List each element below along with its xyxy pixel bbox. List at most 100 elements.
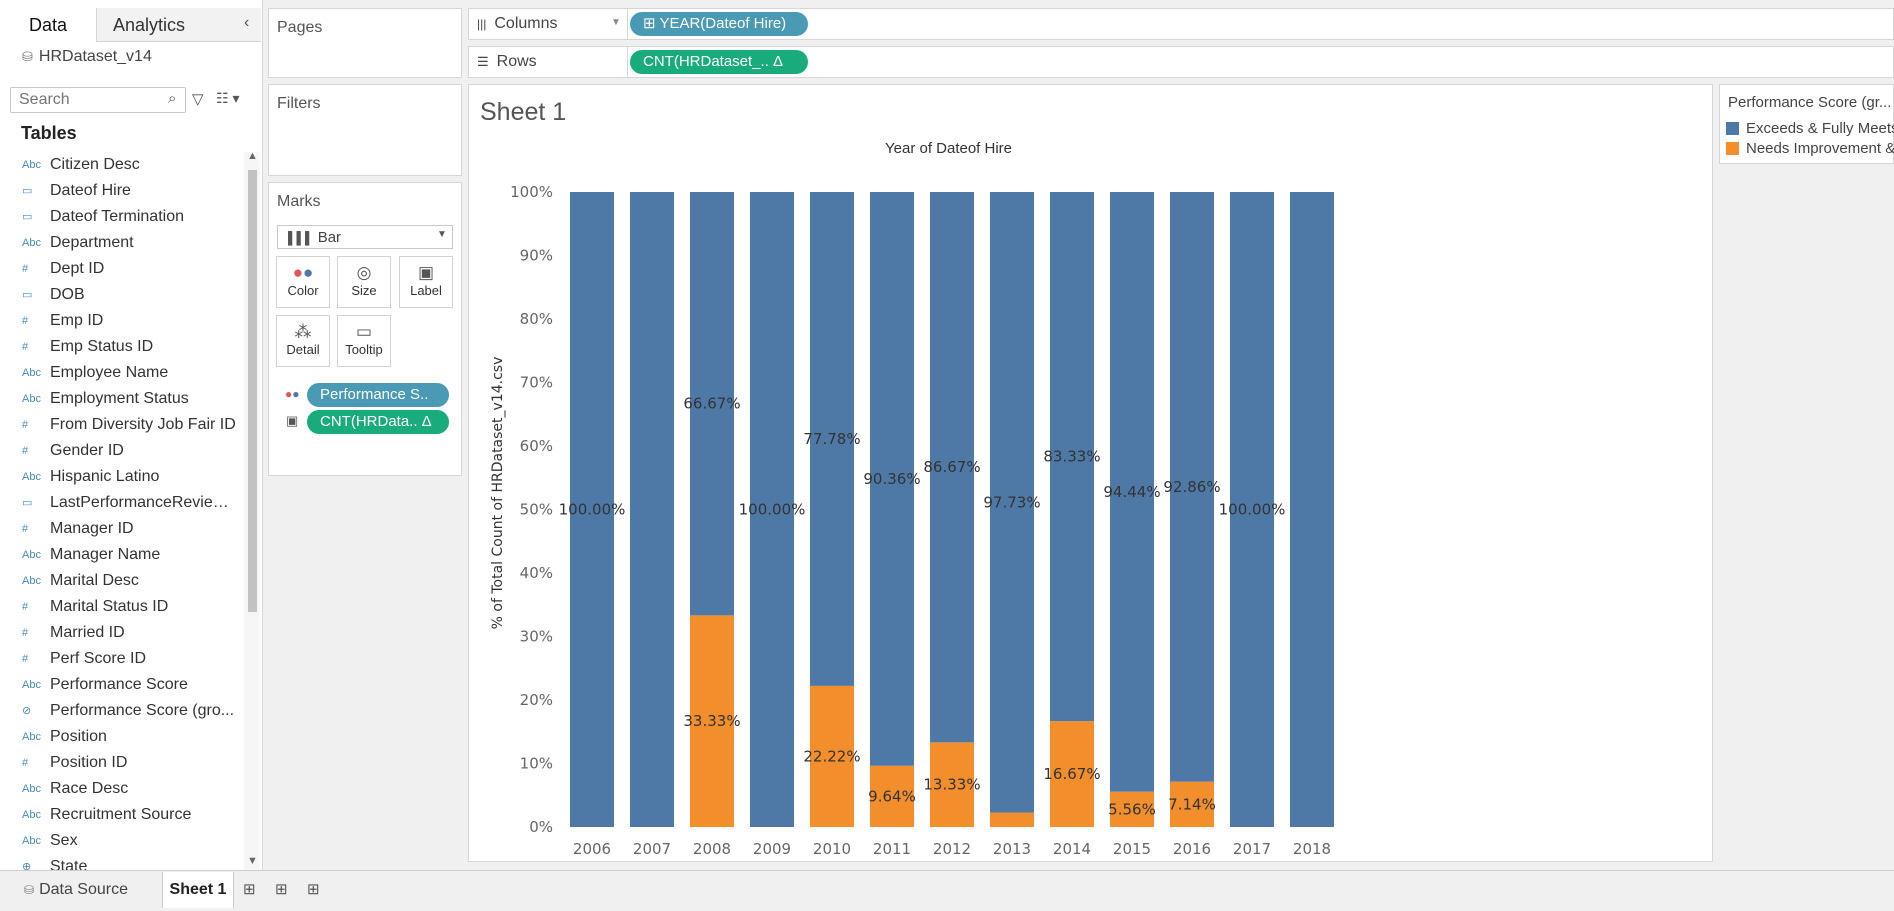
filter-icon[interactable]: ▽ [192,91,204,108]
label-mark-button[interactable]: ▣ Label [399,256,453,308]
field-item[interactable]: ▭ LastPerformanceReview ... [0,490,245,516]
field-item[interactable]: Abc Hispanic Latino [0,464,245,490]
scroll-up-icon[interactable]: ▲ [247,150,258,162]
size-mark-button[interactable]: ◎ Size [337,256,391,308]
filters-card[interactable]: Filters [268,84,462,176]
bar-segment[interactable] [870,192,914,766]
search-input[interactable] [10,87,186,113]
field-item[interactable]: ▭ Dateof Hire [0,178,245,204]
field-item[interactable]: # Dept ID [0,256,245,282]
field-item[interactable]: # Manager ID [0,516,245,542]
bar-segment[interactable] [810,685,854,827]
data-labels: 100.00% 33.33% 66.67% 100.00% 22.22% 77.78% 9.… [559,395,1286,819]
bar-segment[interactable] [930,742,974,827]
data-label: 100.00% [559,501,626,519]
sheet-tab[interactable]: Sheet 1 [162,872,234,908]
bar-segment[interactable] [1170,192,1214,782]
data-label: 33.33% [683,712,740,730]
detail-mark-button[interactable]: ⁂ Detail [276,315,330,367]
data-source-tab[interactable]: ⛁ Data Source [0,872,158,908]
legend-item-exceeds[interactable]: Exceeds & Fully Meets [1726,120,1894,137]
cnt-hrdataset-pill[interactable]: CNT(HRDataset_.. Δ [630,50,808,74]
new-worksheet-icon[interactable]: ⊞ [243,881,256,898]
bar-segment[interactable] [990,812,1034,827]
field-type-icon: Abc [22,159,41,171]
scroll-down-icon[interactable]: ▼ [247,855,258,867]
rows-divider [627,47,628,77]
field-item[interactable]: Abc Marital Desc [0,568,245,594]
bar-segment[interactable] [870,765,914,827]
field-item[interactable]: Abc Recruitment Source [0,802,245,828]
bar-segment[interactable] [1170,781,1214,827]
field-item[interactable]: # From Diversity Job Fair ID [0,412,245,438]
color-pill[interactable]: Performance S.. [307,383,449,407]
bar-segment[interactable] [810,192,854,686]
y-tick-label: 100% [510,183,553,201]
bar-segment[interactable] [1110,192,1154,792]
scrollbar-thumb[interactable] [248,170,257,612]
bar-segment[interactable] [930,192,974,743]
bar-segment[interactable] [990,192,1034,813]
field-type-icon: ⊕ [22,861,32,870]
field-item[interactable]: Abc Department [0,230,245,256]
field-item[interactable]: Abc Race Desc [0,776,245,802]
bar-segment[interactable] [690,615,734,827]
field-item[interactable]: Abc Sex [0,828,245,854]
bar-segment[interactable] [1290,192,1334,827]
columns-dropdown-icon[interactable]: ▼ [611,17,621,28]
bar-segment[interactable] [1230,192,1274,827]
legend-item-needs-improvement[interactable]: Needs Improvement & [1726,140,1894,157]
field-item[interactable]: # Emp ID [0,308,245,334]
chevron-down-icon[interactable]: ▼ [437,229,447,240]
bar-segment[interactable] [690,192,734,616]
field-item[interactable]: ⊕ State [0,854,245,870]
collapse-pane-icon[interactable]: ‹ [244,14,250,31]
view-options-icon[interactable]: ☷ ▾ [216,90,240,106]
field-item[interactable]: Abc Manager Name [0,542,245,568]
bar-segment[interactable] [1110,791,1154,827]
bar-segment[interactable] [1050,721,1094,827]
field-name: Manager Name [50,546,161,563]
field-item[interactable]: # Gender ID [0,438,245,464]
mark-type-dropdown[interactable]: ▌▌▌ Bar [277,225,453,249]
new-story-icon[interactable]: ⊞ [307,881,320,898]
bar-segment[interactable] [1050,192,1094,722]
field-item[interactable]: # Married ID [0,620,245,646]
label-pill[interactable]: CNT(HRData.. Δ [307,410,449,434]
field-item[interactable]: # Position ID [0,750,245,776]
field-item[interactable]: ▭ Dateof Termination [0,204,245,230]
field-type-icon: # [22,601,29,613]
color-mark-button[interactable]: ●● Color [276,256,330,308]
bar-segment[interactable] [750,192,794,827]
field-name: Performance Score [50,676,188,693]
field-item[interactable]: Abc Position [0,724,245,750]
field-item[interactable]: Abc Employee Name [0,360,245,386]
x-tick-label: 2011 [873,840,911,858]
field-item[interactable]: # Marital Status ID [0,594,245,620]
field-item[interactable]: ⊘ Performance Score (gro... [0,698,245,724]
tab-data[interactable]: Data [0,8,97,42]
new-dashboard-icon[interactable]: ⊞ [275,881,288,898]
field-name: LastPerformanceReview ... [50,494,240,511]
field-item[interactable]: Abc Performance Score [0,672,245,698]
y-tick-label: 60% [520,437,553,455]
search-icon: ⌕ [168,90,177,107]
datasource-item[interactable]: ⛁ HRDataset_v14 [22,48,152,66]
columns-icon: ||| [477,17,487,31]
tooltip-mark-button[interactable]: ▭ Tooltip [337,315,391,367]
bar-segment[interactable] [630,192,674,827]
y-tick-label: 0% [529,818,553,836]
field-type-icon: # [22,445,29,457]
field-item[interactable]: # Emp Status ID [0,334,245,360]
field-item[interactable]: # Perf Score ID [0,646,245,672]
year-dateof-hire-pill[interactable]: ⊞ YEAR(Dateof Hire) [630,12,808,36]
field-item[interactable]: Abc Employment Status [0,386,245,412]
field-name: Emp Status ID [50,338,154,355]
tab-analytics[interactable]: Analytics [97,8,261,42]
y-tick-label: 40% [520,564,553,582]
pages-card[interactable]: Pages [268,8,462,78]
color-legend[interactable]: Performance Score (gr... Exceeds & Fully… [1719,84,1894,164]
field-item[interactable]: Abc Citizen Desc [0,152,245,178]
field-item[interactable]: ▭ DOB [0,282,245,308]
bar-segment[interactable] [570,192,614,827]
